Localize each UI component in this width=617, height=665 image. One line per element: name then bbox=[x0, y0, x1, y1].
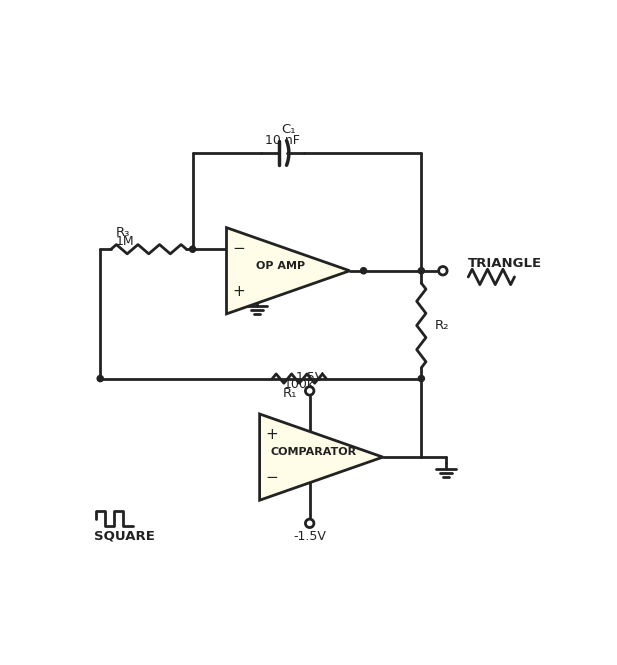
Text: -1.5V: -1.5V bbox=[293, 530, 326, 543]
Text: 1M: 1M bbox=[115, 235, 135, 248]
Text: −: − bbox=[233, 241, 245, 256]
Text: R₂: R₂ bbox=[435, 319, 450, 332]
Circle shape bbox=[305, 386, 314, 395]
Text: +: + bbox=[233, 284, 245, 299]
Text: 1.5V: 1.5V bbox=[296, 371, 324, 384]
Text: OP AMP: OP AMP bbox=[256, 261, 305, 271]
Text: R₃: R₃ bbox=[115, 225, 130, 239]
Text: R₁: R₁ bbox=[283, 388, 297, 400]
Text: TRIANGLE: TRIANGLE bbox=[468, 257, 542, 269]
Text: −: − bbox=[265, 470, 278, 485]
Polygon shape bbox=[260, 414, 383, 500]
Circle shape bbox=[360, 268, 366, 274]
Circle shape bbox=[305, 519, 314, 527]
Circle shape bbox=[189, 246, 196, 252]
Circle shape bbox=[418, 376, 424, 382]
Circle shape bbox=[418, 268, 424, 274]
Text: 100k: 100k bbox=[284, 378, 315, 391]
Text: C₁: C₁ bbox=[281, 123, 296, 136]
Circle shape bbox=[439, 267, 447, 275]
Text: COMPARATOR: COMPARATOR bbox=[270, 448, 357, 458]
Text: 10 nF: 10 nF bbox=[265, 134, 300, 147]
Text: +: + bbox=[265, 428, 278, 442]
Circle shape bbox=[97, 376, 103, 382]
Polygon shape bbox=[226, 227, 350, 314]
Text: SQUARE: SQUARE bbox=[94, 529, 155, 542]
